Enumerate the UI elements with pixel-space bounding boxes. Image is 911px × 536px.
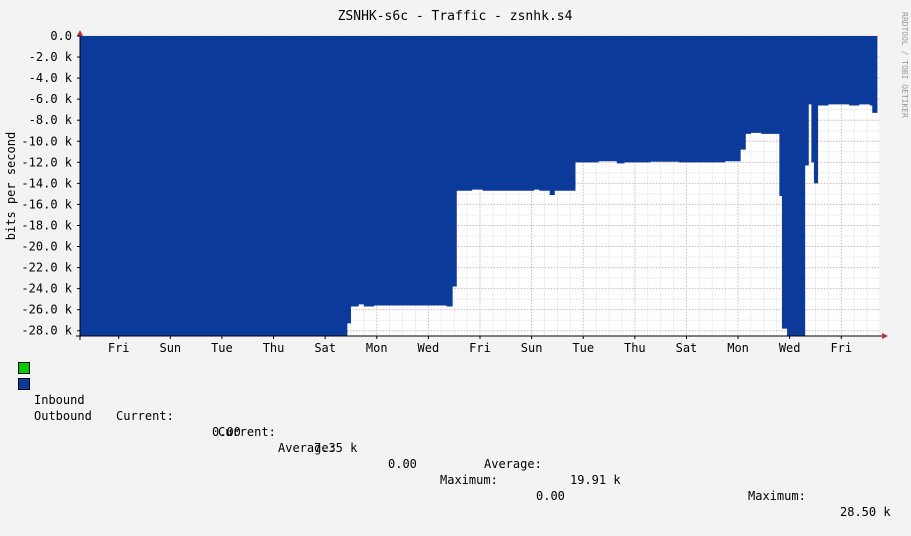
y-tick-label: -4.0 k: [29, 71, 73, 85]
outbound-average-label: Average:: [484, 457, 542, 471]
y-axis-label: bits per second: [4, 132, 18, 240]
y-tick-label: -28.0 k: [21, 324, 72, 338]
x-tick-label: Fri: [830, 341, 852, 355]
x-tick-label: Mon: [727, 341, 749, 355]
outbound-current-label: Current:: [218, 425, 276, 439]
x-tick-label: Wed: [418, 341, 440, 355]
y-tick-label: -26.0 k: [21, 303, 72, 317]
y-tick-label: -20.0 k: [21, 240, 72, 254]
legend-inbound: Inbound Current: 0.00 Average: 0.00 Maxi…: [18, 360, 565, 503]
x-tick-label: Mon: [366, 341, 388, 355]
outbound-name: Outbound: [34, 409, 92, 423]
y-tick-label: -6.0 k: [29, 92, 73, 106]
x-tick-label: Tue: [572, 341, 594, 355]
x-tick-label: Sat: [676, 341, 698, 355]
x-tick-label: Fri: [108, 341, 130, 355]
x-tick-label: Thu: [263, 341, 285, 355]
inbound-maximum-label: Maximum:: [440, 473, 498, 487]
y-tick-label: -24.0 k: [21, 282, 72, 296]
rrd-graph: 0.0 -2.0 k -4.0 k -6.0 k -8.0 k -10.0 k -12.0 …: [4, 9, 909, 519]
x-tick-label: Wed: [779, 341, 801, 355]
outbound-maximum-label: Maximum:: [748, 489, 806, 503]
y-tick-label: -22.0 k: [21, 261, 72, 275]
x-tick-label: Sun: [159, 341, 181, 355]
traffic-chart: 0.0 -2.0 k -4.0 k -6.0 k -8.0 k -10.0 k -12.0 …: [4, 9, 909, 355]
x-axis-arrow: [882, 333, 888, 339]
outbound-average-value: 19.91 k: [570, 473, 621, 487]
y-tick-label: -2.0 k: [29, 50, 73, 64]
inbound-maximum-value: 0.00: [536, 489, 565, 503]
y-axis-arrow: [77, 30, 83, 36]
outbound-maximum-value: 28.50 k: [840, 505, 891, 519]
y-tick-label: -12.0 k: [21, 155, 72, 169]
series-areas: [80, 36, 878, 336]
x-tick-label: Tue: [211, 341, 233, 355]
y-tick-label: -14.0 k: [21, 176, 72, 190]
y-tick-label: -8.0 k: [29, 113, 73, 127]
inbound-average-value: 0.00: [388, 457, 417, 471]
inbound-current-label: Current:: [116, 409, 174, 423]
x-tick-label: Thu: [624, 341, 646, 355]
y-tick-label: -10.0 k: [21, 134, 72, 148]
outbound-current-value: 7.35 k: [314, 441, 358, 455]
chart-title: ZSNHK-s6c - Traffic - zsnhk.s4: [338, 9, 573, 24]
x-tick-label: Sat: [314, 341, 336, 355]
axes: 0.0 -2.0 k -4.0 k -6.0 k -8.0 k -10.0 k -12.0 …: [21, 29, 888, 355]
outbound-swatch: [18, 378, 30, 390]
y-tick-label: 0.0: [50, 29, 72, 43]
x-tick-label: Sun: [521, 341, 543, 355]
y-tick-label: -16.0 k: [21, 197, 72, 211]
rrdtool-watermark: RRDTOOL / TOBI OETIKER: [900, 12, 909, 118]
legend-outbound: Outbound Current: 7.35 k Average: 19.91 …: [18, 376, 891, 519]
inbound-swatch: [18, 362, 30, 374]
x-tick-label: Fri: [469, 341, 491, 355]
y-tick-label: -18.0 k: [21, 218, 72, 232]
series-area-outbound: [80, 36, 878, 336]
